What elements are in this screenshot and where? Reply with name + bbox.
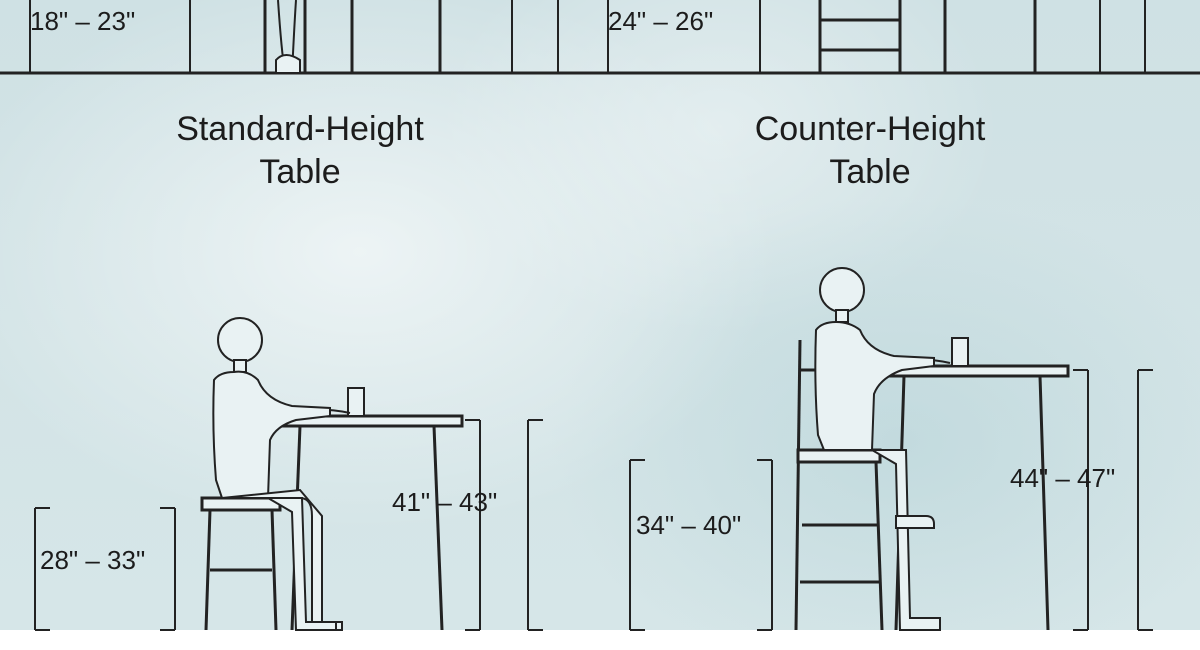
standard-table-height-label: 41" – 43" — [392, 487, 497, 518]
counter-table-title: Counter-Height Table — [660, 108, 1080, 193]
counter-panel-svg — [590, 210, 1200, 650]
top-right-seat-height: 24" – 26" — [608, 6, 713, 37]
standard-table-title: Standard-Height Table — [90, 108, 510, 193]
counter-seat-height-label: 34" – 40" — [636, 510, 741, 541]
diagram-stage: 18" – 23" 24" – 26" Standard-Height Tabl… — [0, 0, 1200, 630]
top-strip-svg — [0, 0, 1200, 80]
top-left-seat-height: 18" – 23" — [30, 6, 135, 37]
standard-panel-svg — [0, 230, 590, 650]
standard-seat-height-label: 28" – 33" — [40, 545, 145, 576]
counter-table-height-label: 44" – 47" — [1010, 463, 1115, 494]
